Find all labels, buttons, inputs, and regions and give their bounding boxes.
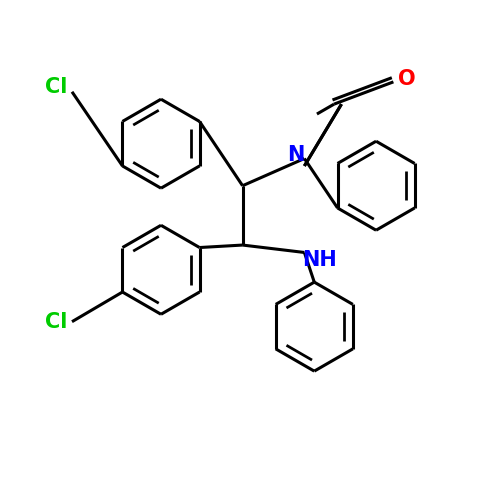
Text: Cl: Cl [45, 77, 68, 97]
Text: Cl: Cl [45, 312, 68, 332]
Text: O: O [398, 70, 416, 89]
Text: NH: NH [302, 250, 336, 270]
Text: N: N [287, 144, 304, 165]
